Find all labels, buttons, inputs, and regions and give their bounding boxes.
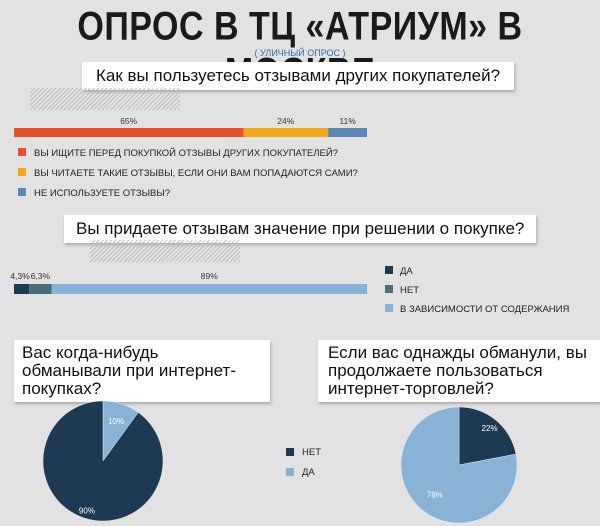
chart2-bar-label-0: 4,3% (10, 271, 30, 281)
chart1-legend-swatch-1 (18, 168, 26, 176)
pie-chart-2: 22% 78% (400, 406, 518, 524)
question-1-title: Как вы пользуетесь отзывами других покуп… (82, 62, 515, 90)
chart2-bar-label-1: 6,3% (31, 271, 51, 281)
chart1-legend-label-1: ВЫ ЧИТАЕТЕ ТАКИЕ ОТЗЫВЫ, ЕСЛИ ОНИ ВАМ ПО… (34, 168, 358, 179)
chart2-bar-segment-1 (29, 284, 52, 294)
decor-hatch-1 (30, 88, 180, 110)
page-subtitle: ( УЛИЧНЫЙ ОПРОС ) (254, 48, 346, 58)
decor-hatch-2 (90, 240, 240, 262)
pie1-slice-label-0: 90% (79, 506, 95, 515)
chart1-bar-label-1: 24% (277, 116, 294, 126)
chart1-legend-label-2: НЕ ИСПОЛЬЗУЕТЕ ОТЗЫВЫ? (34, 188, 170, 199)
chart1-bar-segment-0 (14, 128, 244, 137)
chart2-bar-label-2: 89% (201, 271, 218, 281)
chart1-legend-swatch-0 (18, 148, 26, 156)
chart2-legend-swatch-0 (385, 266, 393, 274)
pie2-slice-1 (400, 406, 518, 524)
chart1-bar-segment-1 (243, 128, 329, 137)
chart1-bar-label-2: 11% (339, 116, 356, 126)
chart-1: 65% 24% 11% ВЫ ИЩИТЕ ПЕРЕД ПОКУПКОЙ ОТЗЫВЫ … (14, 116, 367, 199)
pie-legend-item-yes: ДА (286, 464, 321, 480)
chart2-legend-label-1: НЕТ (400, 285, 419, 296)
chart1-legend-swatch-2 (18, 188, 26, 196)
pie-legend-swatch-no (286, 448, 294, 456)
chart-2: 4,3% 6,3% 89% ДА НЕТ В ЗАВИСИМОСТИ ОТ СОДЕРЖА… (10, 266, 569, 315)
chart2-legend-label-2: В ЗАВИСИМОСТИ ОТ СОДЕРЖАНИЯ (400, 304, 569, 315)
chart2-bar-segment-2 (51, 284, 368, 294)
pie-legend-item-no: НЕТ (286, 444, 321, 460)
pie-legend-swatch-yes (286, 468, 294, 476)
chart1-legend-label-0: ВЫ ИЩИТЕ ПЕРЕД ПОКУПКОЙ ОТЗЫВЫ ДРУГИХ ПО… (34, 147, 338, 159)
chart2-legend-label-0: ДА (400, 266, 413, 277)
pie2-slice-label-1: 78% (427, 490, 443, 499)
question-3-title: Вас когда-нибудь обманывали при интернет… (14, 340, 270, 402)
pie2-slice-label-0: 22% (482, 424, 498, 433)
chart1-bar-label-0: 65% (120, 116, 137, 126)
chart2-bar-segment-0 (14, 284, 30, 294)
pie1-slice-label-1: 10% (108, 417, 124, 426)
pie-legend-label-yes: ДА (302, 466, 315, 478)
pie-legend: НЕТ ДА (286, 444, 321, 480)
pie1-slice-0 (42, 400, 164, 522)
question-4-title: Если вас однажды обманули, вы продолжает… (318, 340, 600, 402)
chart2-legend-swatch-1 (385, 285, 393, 293)
pie-legend-label-no: НЕТ (302, 446, 321, 458)
chart2-legend-swatch-2 (385, 304, 393, 312)
chart1-bar-segment-2 (328, 128, 367, 137)
pie2-slice-0 (458, 406, 517, 466)
pie-chart-1: 10% 90% (42, 400, 164, 522)
question-2-title: Вы придаете отзывам значение при решении… (64, 215, 537, 243)
